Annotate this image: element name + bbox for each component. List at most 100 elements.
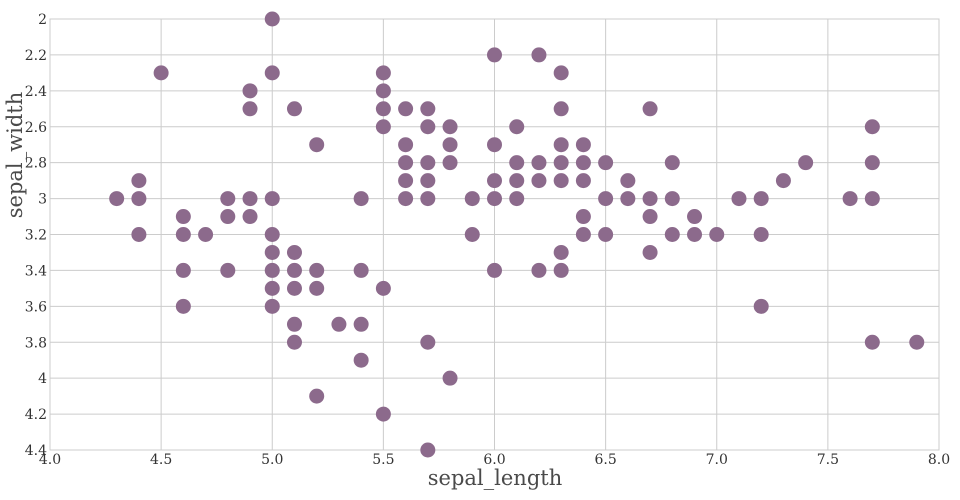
data-point [242, 101, 258, 117]
data-point [620, 173, 636, 189]
data-point [242, 191, 258, 207]
data-point [598, 155, 614, 171]
data-point [420, 101, 436, 117]
data-point [420, 334, 436, 350]
data-point [664, 191, 680, 207]
x-tick-label: 8.0 [928, 452, 950, 468]
data-point [553, 173, 569, 189]
data-point [731, 191, 747, 207]
data-point [575, 173, 591, 189]
y-tick-label: 4 [38, 371, 47, 387]
data-point [598, 191, 614, 207]
data-point [531, 47, 547, 63]
data-point [220, 209, 236, 225]
data-point [442, 119, 458, 135]
data-point [375, 406, 391, 422]
data-point [131, 227, 147, 242]
data-point [753, 227, 769, 242]
data-point [442, 155, 458, 171]
data-point [842, 191, 858, 207]
data-point [220, 262, 236, 278]
data-point [375, 65, 391, 81]
data-point [309, 262, 325, 278]
data-point [353, 352, 369, 368]
data-point [487, 262, 502, 278]
data-point [620, 191, 636, 207]
data-point [687, 209, 703, 225]
data-point [553, 101, 569, 117]
data-point [375, 280, 391, 296]
data-point [553, 65, 569, 81]
x-tick-label: 5.0 [261, 452, 283, 468]
x-tick-label: 7.5 [817, 452, 839, 468]
data-point [153, 65, 169, 81]
data-point [264, 298, 280, 314]
data-point [487, 173, 502, 189]
data-point [642, 191, 658, 207]
data-point [264, 191, 280, 207]
data-point [353, 262, 369, 278]
data-point [198, 227, 214, 242]
data-point [398, 155, 414, 171]
scatter-points [109, 11, 925, 458]
data-point [664, 227, 680, 242]
data-point [553, 155, 569, 171]
data-point [420, 191, 436, 207]
x-tick-labels: 4.0 4.5 5.0 5.5 6.0 6.5 7.0 7.5 8.0 [39, 452, 950, 468]
data-point [398, 191, 414, 207]
x-tick-label: 6.5 [594, 452, 616, 468]
data-point [175, 227, 191, 242]
data-point [286, 316, 302, 332]
data-point [798, 155, 814, 171]
data-point [864, 334, 880, 350]
y-tick-label: 2.2 [25, 48, 47, 64]
data-point [864, 119, 880, 135]
data-point [398, 137, 414, 153]
y-tick-label: 2.8 [25, 156, 47, 172]
data-point [264, 11, 280, 27]
data-point [553, 137, 569, 153]
data-point [509, 119, 525, 135]
data-point [286, 244, 302, 260]
x-tick-label: 4.5 [150, 452, 172, 468]
data-point [420, 173, 436, 189]
data-point [264, 280, 280, 296]
data-point [487, 137, 502, 153]
data-point [286, 334, 302, 350]
y-tick-label: 2 [38, 12, 47, 28]
data-point [131, 173, 147, 189]
data-point [175, 298, 191, 314]
data-point [398, 173, 414, 189]
data-point [575, 209, 591, 225]
data-point [553, 244, 569, 260]
data-point [553, 262, 569, 278]
y-tick-label: 3 [38, 192, 47, 208]
x-tick-label: 4.0 [39, 452, 61, 468]
y-tick-label: 2.6 [25, 120, 47, 136]
data-point [175, 209, 191, 225]
data-point [309, 280, 325, 296]
data-point [598, 227, 614, 242]
y-axis-title: sepal_width [3, 92, 27, 218]
data-point [664, 155, 680, 171]
data-point [509, 173, 525, 189]
data-point [442, 137, 458, 153]
data-point [509, 191, 525, 207]
data-point [220, 191, 236, 207]
x-tick-label: 5.5 [372, 452, 394, 468]
y-tick-label: 3.6 [25, 299, 47, 315]
data-point [375, 83, 391, 99]
data-point [464, 191, 480, 207]
data-point [286, 262, 302, 278]
data-point [375, 119, 391, 135]
data-point [531, 173, 547, 189]
data-point [420, 442, 436, 458]
data-point [531, 262, 547, 278]
data-point [175, 262, 191, 278]
data-point [398, 101, 414, 117]
data-point [242, 209, 258, 225]
data-point [775, 173, 791, 189]
data-point [864, 155, 880, 171]
grid [49, 18, 940, 451]
data-point [286, 280, 302, 296]
